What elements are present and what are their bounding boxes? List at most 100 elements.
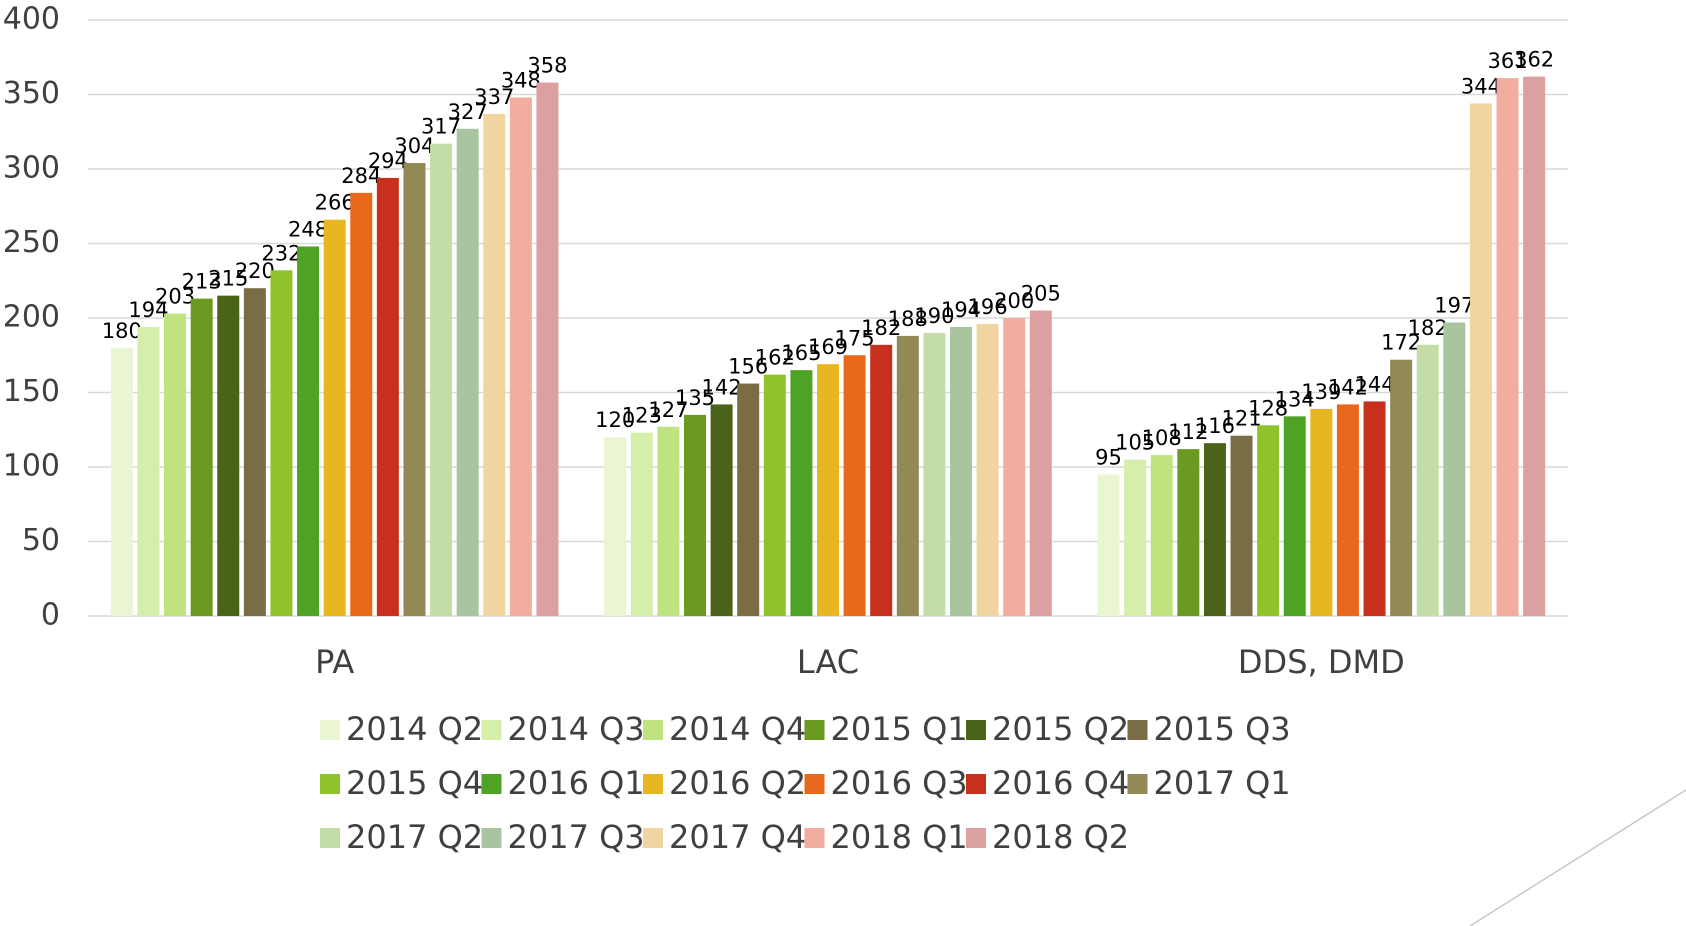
- bar: [1310, 408, 1333, 616]
- y-tick-label: 100: [3, 449, 60, 484]
- bar: [509, 97, 532, 617]
- bar: [1416, 344, 1439, 616]
- data-label: 134: [1275, 387, 1315, 411]
- data-label: 108: [1142, 426, 1182, 450]
- bar: [817, 364, 839, 616]
- data-label: 203: [155, 285, 195, 309]
- legend-label: 2018 Q2: [992, 818, 1129, 856]
- data-label: 180: [102, 319, 142, 343]
- legend-swatch: [481, 828, 502, 848]
- legend-swatch: [1127, 774, 1148, 794]
- data-label: 188: [888, 307, 928, 331]
- bar: [790, 370, 813, 616]
- legend-swatch: [481, 720, 502, 740]
- bar: [1203, 443, 1226, 616]
- bar: [1230, 435, 1253, 616]
- legend-swatch: [804, 774, 825, 794]
- data-label: 362: [1514, 48, 1554, 72]
- bar: [1469, 103, 1492, 616]
- bar: [243, 288, 266, 616]
- bar: [1443, 322, 1466, 616]
- bar: [1257, 425, 1280, 616]
- data-label: 358: [527, 54, 567, 78]
- y-tick-label: 300: [3, 151, 60, 186]
- legend-label: 2017 Q1: [1154, 764, 1291, 802]
- bar: [710, 404, 733, 616]
- data-label: 139: [1301, 380, 1341, 404]
- data-label: 127: [648, 398, 688, 422]
- data-label: 144: [1354, 372, 1394, 396]
- data-label: 294: [368, 149, 408, 173]
- legend-swatch: [320, 774, 340, 794]
- bar: [137, 326, 160, 616]
- data-label: 284: [341, 164, 381, 188]
- bar: [1283, 416, 1306, 616]
- data-label: 190: [914, 304, 954, 328]
- bar: [923, 332, 946, 616]
- legend-swatch: [804, 720, 825, 740]
- data-label: 232: [261, 241, 301, 265]
- bar: [1097, 474, 1120, 616]
- legend-label: 2016 Q1: [508, 764, 645, 802]
- x-tick-label: PA: [315, 643, 354, 681]
- bar: [483, 113, 506, 617]
- bar: [217, 295, 240, 616]
- bar: [350, 192, 373, 616]
- bar: [456, 128, 479, 616]
- data-label: 112: [1168, 420, 1208, 444]
- legend-swatch: [804, 828, 825, 848]
- bar: [1177, 449, 1200, 616]
- bar: [1363, 401, 1386, 616]
- bar: [950, 326, 972, 616]
- data-label: 327: [448, 100, 488, 124]
- legend-swatch: [320, 720, 340, 740]
- legend-label: 2015 Q3: [1154, 710, 1291, 748]
- data-label: 344: [1461, 74, 1501, 98]
- bar: [164, 313, 187, 616]
- legend-swatch: [966, 828, 986, 848]
- legend-label: 2015 Q2: [992, 710, 1129, 748]
- bar: [323, 219, 346, 616]
- data-label: 215: [208, 267, 248, 291]
- y-tick-label: 250: [3, 225, 60, 260]
- legend-label: 2014 Q2: [346, 710, 483, 748]
- bar: [737, 383, 760, 616]
- bar: [763, 374, 786, 616]
- bar: [1336, 404, 1359, 616]
- data-label: 361: [1487, 49, 1527, 73]
- data-label: 337: [474, 85, 514, 109]
- bar: [110, 347, 133, 616]
- legend-label: 2015 Q1: [831, 710, 968, 748]
- bar: [843, 355, 866, 616]
- legend-label: 2015 Q4: [346, 764, 483, 802]
- y-tick-label: 350: [3, 76, 60, 111]
- data-label: 200: [994, 289, 1034, 313]
- legend-label: 2016 Q4: [992, 764, 1129, 802]
- data-label: 121: [1221, 407, 1261, 431]
- legend-label: 2014 Q4: [669, 710, 806, 748]
- data-label: 182: [861, 316, 901, 340]
- bar: [1150, 455, 1173, 616]
- data-label: 348: [501, 68, 541, 92]
- legend-swatch: [643, 720, 663, 740]
- data-label: 213: [182, 270, 222, 294]
- bar: [1496, 78, 1519, 617]
- bar: [657, 426, 680, 616]
- bar: [430, 143, 453, 617]
- bar: [190, 298, 213, 616]
- bar: [1029, 310, 1052, 616]
- legend-label: 2017 Q4: [669, 818, 806, 856]
- x-tick-label: LAC: [797, 643, 859, 681]
- data-label: 205: [1021, 282, 1061, 306]
- data-label: 169: [808, 335, 848, 359]
- legend-swatch: [966, 774, 986, 794]
- y-tick-label: 150: [3, 374, 60, 409]
- legend-label: 2017 Q3: [508, 818, 645, 856]
- data-label: 317: [421, 115, 461, 139]
- bar: [684, 414, 706, 616]
- legend-label: 2018 Q1: [831, 818, 968, 856]
- data-label: 304: [394, 134, 434, 158]
- bar: [976, 323, 999, 616]
- legend-label: 2016 Q2: [669, 764, 806, 802]
